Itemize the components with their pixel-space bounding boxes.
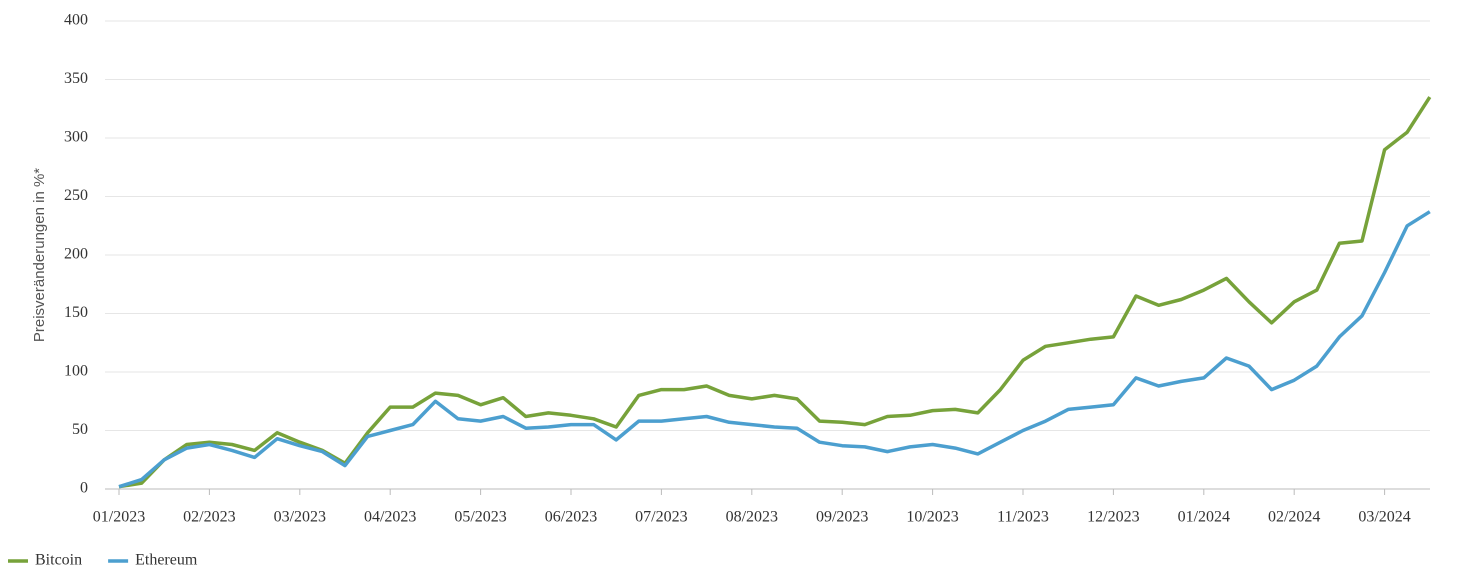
x-tick-label: 12/2023: [1087, 509, 1139, 526]
x-tick-label: 01/2023: [93, 509, 145, 526]
x-tick-label: 07/2023: [635, 509, 687, 526]
x-tick-label: 08/2023: [726, 509, 778, 526]
x-tick-label: 02/2024: [1268, 509, 1320, 526]
x-tick-label: 03/2024: [1358, 509, 1410, 526]
y-tick-label: 350: [64, 70, 88, 87]
y-tick-label: 400: [64, 12, 88, 29]
y-axis-label: Preisveränderungen in %*: [31, 168, 48, 342]
y-tick-label: 150: [64, 304, 88, 321]
x-tick-label: 11/2023: [997, 509, 1049, 526]
x-tick-label: 10/2023: [906, 509, 958, 526]
y-tick-label: 250: [64, 187, 88, 204]
data-line: [118, 210, 1431, 489]
x-tick-label: 04/2023: [364, 509, 416, 526]
legend-label: Ethereum: [135, 552, 198, 569]
y-tick-label: 200: [64, 246, 88, 263]
y-tick-label: 100: [64, 363, 88, 380]
y-tick-label: 50: [72, 421, 88, 438]
legend-label: Bitcoin: [35, 552, 82, 569]
y-tick-label: 300: [64, 129, 88, 146]
x-tick-label: 02/2023: [183, 509, 235, 526]
x-tick-label: 01/2024: [1178, 509, 1230, 526]
x-tick-label: 03/2023: [274, 509, 326, 526]
x-tick-label: 09/2023: [816, 509, 868, 526]
y-tick-label: 0: [80, 480, 88, 497]
x-tick-label: 05/2023: [454, 509, 506, 526]
x-tick-label: 06/2023: [545, 509, 597, 526]
